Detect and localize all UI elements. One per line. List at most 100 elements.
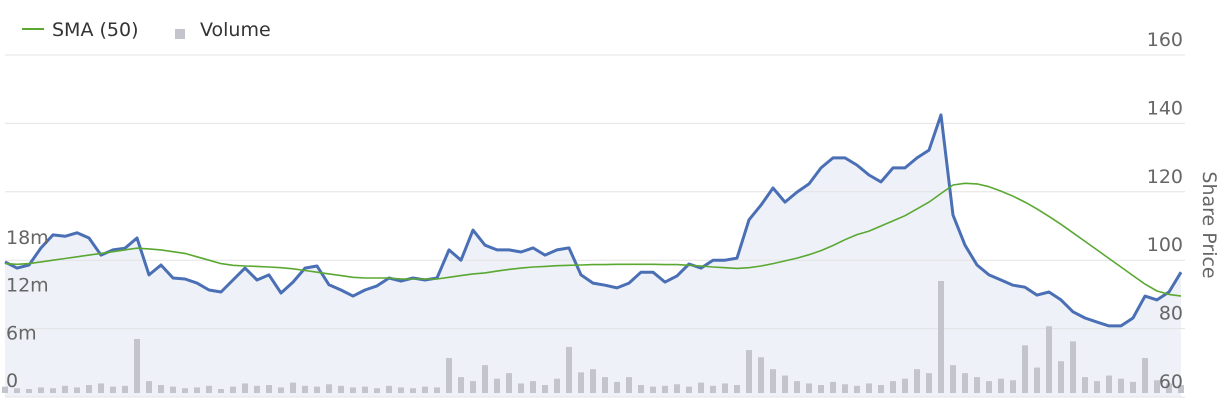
volume-bar: [1154, 380, 1160, 393]
line-layer: [4, 113, 1183, 328]
volume-bar: [938, 280, 944, 393]
volume-bar: [1046, 326, 1052, 393]
volume-bar: [422, 386, 428, 393]
volume-layer: [2, 280, 1184, 393]
volume-bar: [446, 358, 452, 393]
volume-bar: [698, 382, 704, 393]
volume-bar: [182, 388, 188, 393]
volume-bar: [950, 365, 956, 393]
volume-bar: [146, 381, 152, 393]
y2-tick-label: 18m: [6, 227, 49, 249]
volume-bar: [926, 373, 932, 393]
volume-bar: [662, 385, 668, 393]
volume-bar: [134, 338, 140, 393]
volume-bar: [854, 385, 860, 393]
grid-layer: [5, 54, 1185, 398]
volume-bar: [74, 387, 80, 393]
volume-bar: [38, 387, 44, 393]
volume-bar: [578, 372, 584, 393]
volume-bar: [170, 386, 176, 393]
volume-bar: [1034, 367, 1040, 393]
volume-bar: [350, 387, 356, 393]
legend-label: Volume: [200, 19, 271, 41]
volume-bar: [674, 384, 680, 393]
y-tick-label: 80: [1159, 303, 1183, 325]
volume-bar: [722, 383, 728, 393]
volume-bar: [338, 385, 344, 393]
volume-bar: [566, 346, 572, 393]
volume-bar: [770, 369, 776, 393]
volume-bar: [230, 386, 236, 393]
volume-bar: [530, 381, 536, 393]
volume-bar: [902, 378, 908, 393]
volume-bar: [194, 387, 200, 393]
volume-bar: [794, 381, 800, 393]
volume-bar: [14, 388, 20, 393]
y2-tick-label: 0: [6, 370, 18, 392]
volume-bar: [2, 386, 8, 393]
volume-bar: [542, 385, 548, 393]
volume-bar: [206, 385, 212, 393]
volume-bar: [266, 385, 272, 393]
volume-bar: [1166, 383, 1172, 393]
volume-bar: [218, 389, 224, 393]
volume-bar: [1070, 341, 1076, 393]
volume-bar: [326, 384, 332, 393]
volume-bar: [110, 386, 116, 393]
volume-bar: [398, 387, 404, 393]
volume-bar: [890, 381, 896, 393]
volume-bar: [758, 357, 764, 393]
volume-bar: [746, 350, 752, 393]
volume-bar: [458, 377, 464, 393]
volume-bar: [86, 385, 92, 393]
volume-bar: [554, 378, 560, 393]
volume-bar: [638, 385, 644, 393]
volume-bar: [62, 385, 68, 393]
y-tick-label: 120: [1147, 166, 1183, 188]
y-tick-label: 160: [1147, 29, 1183, 51]
volume-bar: [866, 383, 872, 393]
volume-bar: [962, 373, 968, 393]
volume-bar: [1118, 378, 1124, 393]
y-axis-title: Share Price: [1198, 171, 1220, 278]
legend-label: SMA (50): [52, 19, 139, 41]
y-tick-label: 100: [1147, 234, 1183, 256]
volume-bar: [686, 386, 692, 393]
text-layer: SMA (50) Volume Share Price 60 80 100 120 14…: [6, 19, 1220, 393]
volume-bar: [1010, 380, 1016, 393]
volume-bar: [782, 375, 788, 393]
volume-bar: [494, 378, 500, 393]
volume-bar: [302, 385, 308, 393]
volume-bar: [734, 385, 740, 393]
volume-bar: [1142, 358, 1148, 393]
volume-bar: [290, 382, 296, 393]
volume-bar: [254, 385, 260, 393]
volume-bar: [434, 387, 440, 393]
volume-bar: [410, 388, 416, 393]
volume-bar: [518, 383, 524, 393]
volume-bar: [506, 373, 512, 393]
volume-bar: [1178, 385, 1184, 393]
volume-bar: [1106, 375, 1112, 393]
volume-bar: [50, 388, 56, 393]
volume-bar: [842, 384, 848, 393]
volume-bar: [974, 377, 980, 393]
volume-bar: [1058, 361, 1064, 393]
price-area: [5, 114, 1181, 398]
volume-bar: [614, 381, 620, 393]
y-tick-label: 140: [1147, 97, 1183, 119]
volume-bar: [986, 381, 992, 393]
y-tick-label: 60: [1159, 371, 1183, 393]
volume-bar: [314, 386, 320, 393]
volume-bar: [878, 385, 884, 393]
volume-bar: [242, 383, 248, 393]
volume-bar: [1130, 381, 1136, 393]
volume-bar: [1022, 345, 1028, 393]
y2-tick-label: 12m: [6, 275, 49, 297]
legend-swatch: [175, 29, 185, 39]
volume-bar: [1082, 377, 1088, 393]
volume-bar: [374, 388, 380, 393]
sma-line: [4, 182, 1182, 297]
volume-bar: [482, 365, 488, 393]
